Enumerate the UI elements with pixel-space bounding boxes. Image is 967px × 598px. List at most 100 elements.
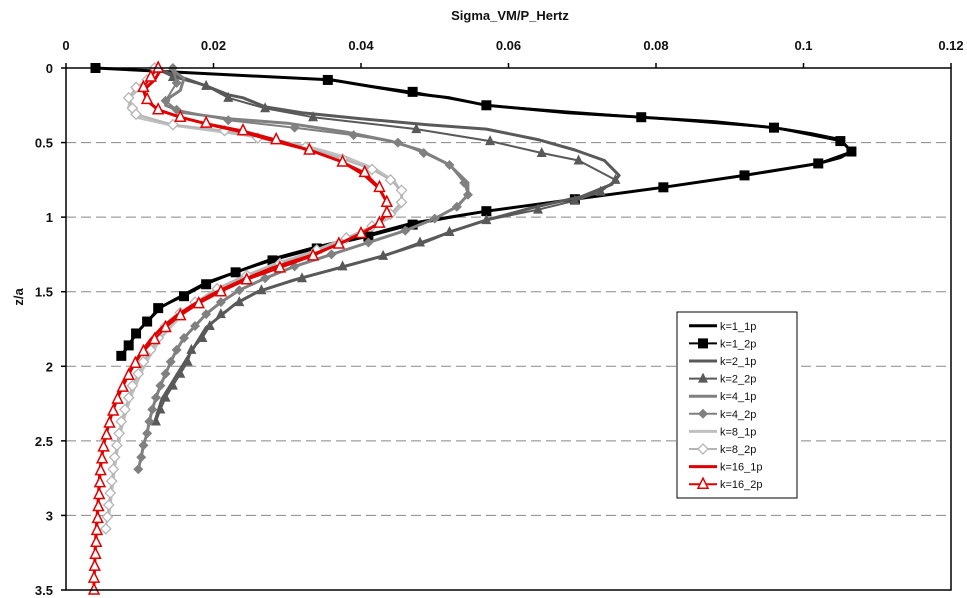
data-point	[337, 260, 348, 271]
legend-item: k=4_2p	[689, 408, 756, 421]
legend-marker	[697, 443, 709, 455]
data-point	[835, 136, 846, 147]
data-point	[322, 74, 333, 85]
data-point	[122, 391, 135, 404]
data-point	[171, 77, 182, 88]
data-point	[95, 451, 109, 464]
data-point	[230, 267, 241, 278]
series-k=1_2p	[90, 63, 857, 361]
data-point	[459, 177, 470, 188]
data-point	[418, 148, 429, 159]
data-point	[204, 320, 215, 331]
data-point	[104, 487, 117, 499]
data-point	[595, 185, 606, 196]
legend-label: k=1_2p	[720, 338, 756, 350]
data-point	[260, 102, 271, 113]
series-layer	[87, 60, 857, 595]
data-point	[813, 158, 824, 169]
y-tick-label: 2.5	[35, 434, 53, 449]
data-point	[174, 109, 187, 122]
data-point	[223, 91, 234, 102]
legend-label: k=2_2p	[720, 374, 756, 386]
data-point	[87, 582, 101, 595]
data-point	[336, 154, 349, 167]
data-point	[108, 451, 121, 464]
y-tick-label: 1	[46, 210, 53, 225]
series-k=4_2p	[133, 63, 473, 475]
legend-item: k=1_2p	[689, 338, 756, 350]
data-point	[533, 203, 543, 214]
data-point	[99, 522, 112, 535]
data-point	[429, 213, 440, 224]
data-point	[122, 91, 135, 104]
data-point	[400, 225, 411, 236]
data-point	[303, 142, 316, 155]
data-point	[199, 115, 213, 128]
data-point	[92, 498, 105, 512]
data-point	[186, 343, 197, 354]
data-point	[89, 546, 102, 559]
data-point	[769, 122, 779, 133]
data-point	[256, 284, 267, 295]
data-point	[116, 379, 130, 392]
data-point	[167, 379, 178, 390]
data-point	[308, 111, 319, 122]
legend-label: k=1_1p	[720, 321, 756, 333]
data-point	[348, 130, 359, 141]
data-point	[150, 415, 161, 426]
data-point	[151, 102, 165, 115]
data-point	[101, 511, 114, 523]
data-point	[129, 355, 142, 369]
data-point	[260, 273, 271, 284]
data-point	[289, 122, 300, 133]
data-point	[137, 79, 150, 93]
data-point	[97, 439, 110, 452]
data-point	[182, 355, 193, 366]
data-point	[133, 464, 144, 475]
data-point	[201, 309, 212, 320]
data-point	[197, 331, 208, 342]
data-point	[165, 356, 176, 367]
y-tick-label: 0.5	[35, 136, 53, 151]
legend-item: k=4_1p	[689, 391, 756, 403]
legend-label: k=4_1p	[720, 391, 756, 403]
data-point	[358, 164, 371, 178]
data-point	[223, 115, 234, 126]
data-point	[378, 249, 389, 260]
data-point	[90, 534, 103, 548]
data-point	[131, 328, 142, 339]
data-point	[236, 122, 250, 136]
legend-label: k=16_2p	[720, 479, 763, 491]
legend-marker	[698, 372, 708, 383]
data-point	[201, 79, 212, 90]
data-point	[297, 272, 307, 283]
x-tick-label: 0.12	[938, 38, 963, 53]
plot-area	[65, 67, 952, 591]
y-tick-label: 1.5	[35, 285, 53, 300]
data-point	[148, 331, 161, 345]
data-point	[93, 474, 107, 488]
data-point	[115, 415, 128, 428]
data-point	[373, 179, 386, 193]
data-point	[569, 194, 580, 205]
data-point	[153, 303, 164, 314]
legend-marker	[698, 408, 708, 419]
data-point	[326, 249, 337, 260]
gridlines	[66, 142, 951, 516]
data-point	[167, 118, 179, 131]
data-point	[366, 163, 378, 176]
data-point	[395, 184, 408, 197]
legend-marker	[698, 338, 708, 349]
data-point	[155, 403, 166, 414]
data-point	[105, 475, 118, 488]
data-point	[103, 415, 116, 428]
data-point	[462, 189, 473, 200]
data-point	[179, 332, 189, 343]
legend: k=1_1p k=1_2p k=2_1p k=2_2p k=4_1p k=4_2p k=8_…	[676, 311, 798, 499]
data-point	[407, 86, 418, 97]
data-point	[147, 404, 158, 415]
data-point	[395, 196, 408, 209]
x-tick-label: 0.1	[794, 38, 812, 53]
series-k=16_2p	[87, 60, 394, 595]
